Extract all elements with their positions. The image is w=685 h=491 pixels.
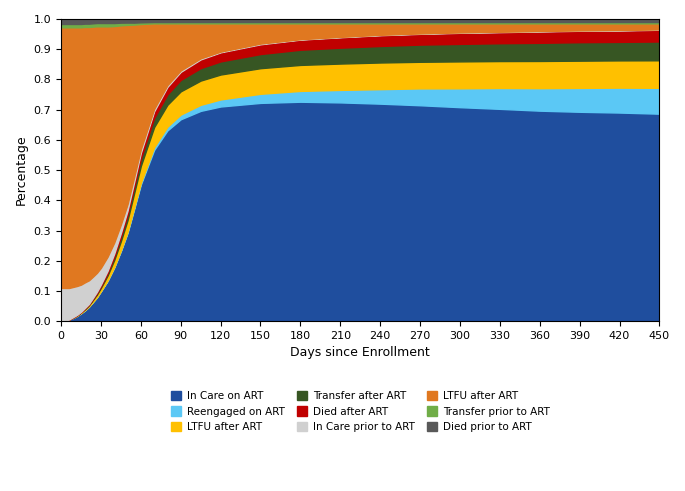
Y-axis label: Percentage: Percentage [15, 135, 28, 205]
Legend: In Care on ART, Reengaged on ART, LTFU after ART, Transfer after ART, Died after: In Care on ART, Reengaged on ART, LTFU a… [167, 387, 553, 436]
X-axis label: Days since Enrollment: Days since Enrollment [290, 347, 430, 359]
